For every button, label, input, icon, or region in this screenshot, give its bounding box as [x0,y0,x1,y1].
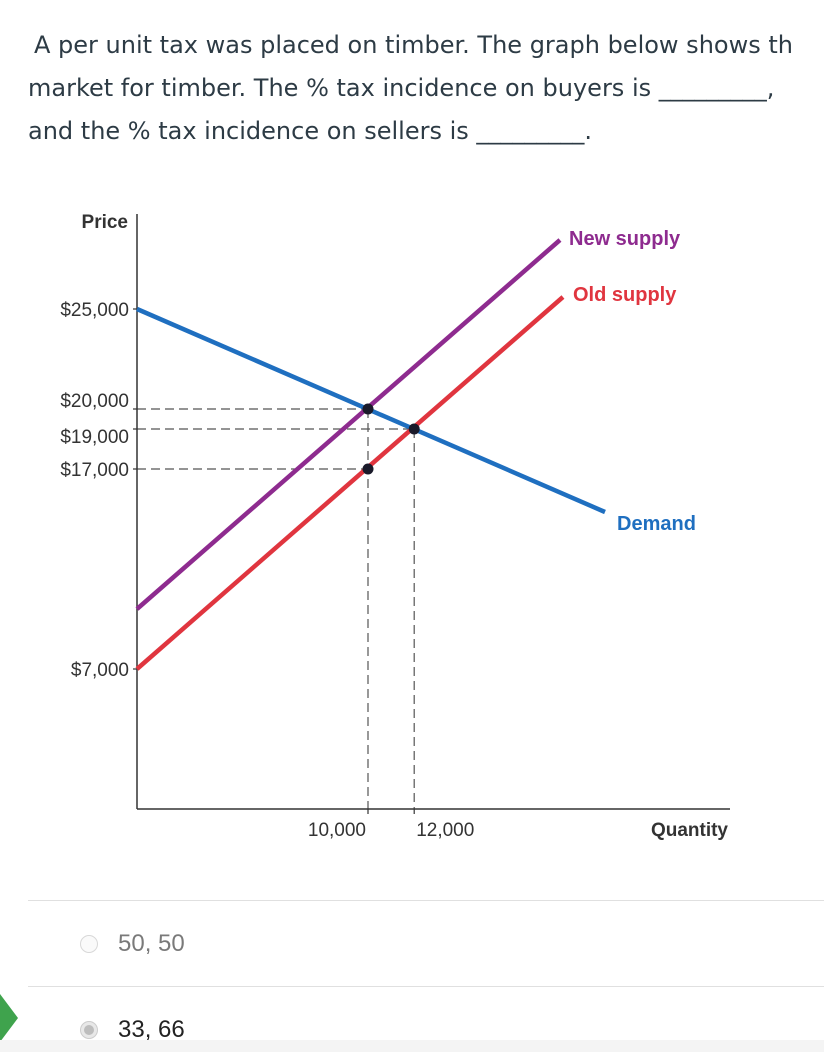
divider [28,986,824,987]
new-supply-label: New supply [569,228,681,250]
divider [28,900,824,901]
old-supply-label: Old supply [573,284,677,306]
x-tick-label: 10,000 [308,820,366,841]
y-tick-label: $19,000 [60,427,129,448]
supply-demand-chart: $25,000 $20,000 $19,000 $17,000 $7,000 10,00… [60,212,730,841]
demand-label: Demand [617,513,696,535]
intersection-point [408,423,420,435]
y-tick-label: $7,000 [71,660,129,681]
option-label: 50, 50 [118,930,185,957]
new-supply-line [135,238,562,611]
radio-button-selected[interactable] [80,1021,98,1039]
question-line-2: market for timber. The % tax incidence o… [28,74,775,102]
question-text: A per unit tax was placed on timber. The… [28,24,824,153]
question-line-3: and the % tax incidence on sellers is __… [28,117,593,145]
answer-option-2[interactable]: 33, 66 [80,1016,185,1044]
radio-button[interactable] [80,935,98,953]
x-tick-label: 12,000 [416,820,474,841]
bottom-bar [0,1040,824,1052]
y-tick-label: $20,000 [60,391,129,412]
intersection-point [362,463,374,475]
x-axis-label: Quantity [651,820,728,841]
answer-marker-arrow-icon [0,994,18,1042]
y-tick-label: $17,000 [60,460,129,481]
question-line-1: A per unit tax was placed on timber. The… [34,31,793,59]
old-supply-line [135,295,565,671]
y-tick-label: $25,000 [60,300,129,321]
option-label: 33, 66 [118,1016,185,1043]
y-axis-label: Price [82,212,128,233]
answer-option-1[interactable]: 50, 50 [80,930,185,958]
intersection-point [362,403,374,415]
